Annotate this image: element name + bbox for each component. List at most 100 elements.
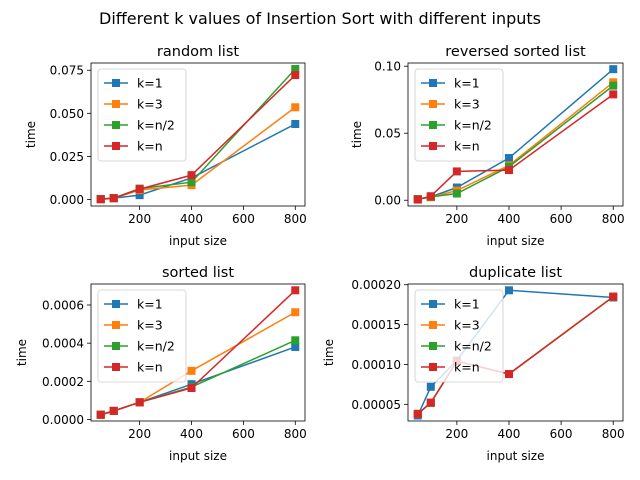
data-point-kn xyxy=(413,409,422,418)
y-tick-label: 0.00005 xyxy=(351,398,401,412)
legend-marker xyxy=(429,79,437,87)
legend-label: k=n xyxy=(137,360,163,375)
x-tick-label: 600 xyxy=(550,427,573,441)
data-point-kn-2 xyxy=(291,65,300,74)
legend-label: k=1 xyxy=(137,76,163,91)
data-point-kn xyxy=(291,286,300,295)
x-tick-label: 800 xyxy=(602,427,625,441)
legend-box xyxy=(414,68,504,162)
legend: k=1 k=3 k=n/2 k=n xyxy=(414,68,504,162)
legend-marker xyxy=(429,121,437,129)
axes-frame xyxy=(90,283,306,422)
legend-label: k=1 xyxy=(454,297,480,312)
x-tick-label: 200 xyxy=(445,212,468,226)
legend-marker xyxy=(112,100,120,108)
legend-marker xyxy=(112,142,120,150)
legend-marker xyxy=(429,100,437,108)
data-point-kn-2 xyxy=(452,189,461,198)
legend-marker xyxy=(429,142,437,150)
subplot-title: duplicate list xyxy=(469,265,562,281)
subplot-title: reversed sorted list xyxy=(445,44,586,60)
data-point-k3 xyxy=(291,308,300,317)
data-point-k1 xyxy=(504,154,513,163)
x-tick-label: 800 xyxy=(602,212,625,226)
legend-marker xyxy=(112,363,120,371)
legend-label: k=n/2 xyxy=(137,118,175,133)
legend-label: k=n/2 xyxy=(137,339,175,354)
legend-marker xyxy=(429,321,437,329)
x-axis-label: input size xyxy=(487,234,545,248)
data-point-k3 xyxy=(291,103,300,112)
y-tick-label: 0.00015 xyxy=(351,318,401,332)
subplot-3: sorted list 200 400 600 800 0.0000 0.0002 0.000… xyxy=(15,265,307,463)
axes-frame xyxy=(90,62,306,207)
data-point-kn xyxy=(96,410,105,419)
data-point-kn xyxy=(452,167,461,176)
data-point-kn xyxy=(187,171,196,180)
data-point-k1 xyxy=(504,286,513,295)
y-tick-label: 0.00010 xyxy=(351,358,401,372)
legend-label: k=1 xyxy=(137,297,163,312)
legend-label: k=1 xyxy=(454,76,480,91)
figure-title: Different k values of Insertion Sort wit… xyxy=(99,9,541,28)
legend-box xyxy=(97,68,187,162)
data-point-kn xyxy=(96,195,105,204)
x-tick-label: 800 xyxy=(284,427,307,441)
data-point-kn xyxy=(413,195,422,204)
subplot-title: sorted list xyxy=(162,265,234,281)
legend: k=1 k=3 k=n/2 k=n xyxy=(414,289,504,383)
data-point-kn xyxy=(291,71,300,80)
legend-marker xyxy=(112,121,120,129)
legend-marker xyxy=(429,300,437,308)
subplot-2: reversed sorted list 200 400 600 800 0.00 0.05… xyxy=(350,44,625,248)
data-point-kn xyxy=(135,398,144,407)
subplot-1: random list 200 400 600 800 0.000 0.025 0.050 0.… xyxy=(24,44,307,248)
data-point-kn-2 xyxy=(187,178,196,187)
data-point-k1 xyxy=(135,191,144,200)
x-tick-label: 400 xyxy=(180,427,203,441)
x-tick-label: 600 xyxy=(232,212,255,226)
legend-marker xyxy=(112,300,120,308)
data-point-k1 xyxy=(426,382,435,391)
data-point-k1 xyxy=(291,342,300,351)
y-tick-label: 0.00 xyxy=(374,194,401,208)
x-tick-label: 200 xyxy=(445,427,468,441)
legend-label: k=n xyxy=(137,139,163,154)
y-tick-label: 0.0004 xyxy=(42,337,84,351)
data-point-kn-2 xyxy=(291,336,300,345)
legend-marker xyxy=(429,363,437,371)
y-axis-label: time xyxy=(322,339,336,366)
legend-marker xyxy=(429,342,437,350)
y-tick-label: 0.0002 xyxy=(42,375,84,389)
data-point-kn xyxy=(609,90,618,99)
legend: k=1 k=3 k=n/2 k=n xyxy=(97,289,187,383)
y-axis-label: time xyxy=(15,339,29,366)
legend-marker xyxy=(112,342,120,350)
y-tick-label: 0.10 xyxy=(374,60,401,74)
data-point-kn xyxy=(504,370,513,379)
x-tick-label: 200 xyxy=(128,427,151,441)
data-point-kn-2 xyxy=(609,81,618,90)
data-point-k1 xyxy=(609,65,618,74)
legend-label: k=n/2 xyxy=(454,118,492,133)
legend-label: k=n/2 xyxy=(454,339,492,354)
legend-box xyxy=(414,289,504,383)
x-tick-label: 400 xyxy=(180,212,203,226)
y-tick-label: 0.000 xyxy=(50,193,84,207)
data-point-kn xyxy=(504,166,513,175)
legend-marker xyxy=(112,321,120,329)
axes-frame xyxy=(407,62,624,207)
y-tick-label: 0.025 xyxy=(50,150,84,164)
data-point-kn xyxy=(109,406,118,415)
data-point-k1 xyxy=(291,119,300,128)
subplot-title: random list xyxy=(157,44,239,60)
data-point-k3 xyxy=(187,366,196,375)
axes-frame xyxy=(407,283,624,422)
x-tick-label: 400 xyxy=(498,427,521,441)
y-tick-label: 0.0000 xyxy=(42,413,84,427)
x-axis-label: input size xyxy=(169,234,227,248)
y-tick-label: 0.075 xyxy=(50,64,84,78)
legend-box xyxy=(97,289,187,383)
